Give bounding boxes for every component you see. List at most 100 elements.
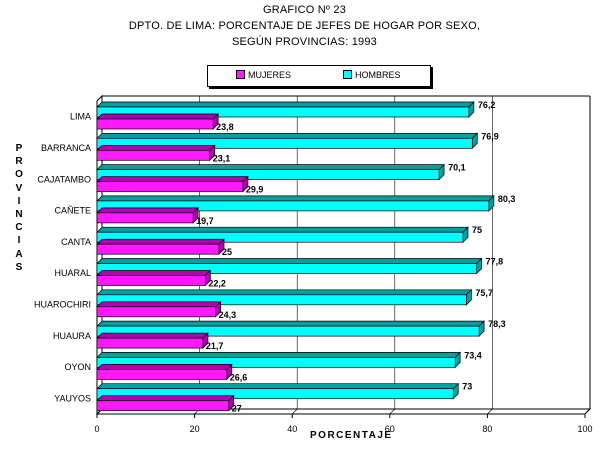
chart-title-line-2: DPTO. DE LIMA: PORCENTAJE DE JEFES DE HO… (128, 20, 481, 32)
x-tick-label: 60 (385, 424, 395, 434)
bar-mujeres-face (96, 400, 230, 412)
bar-mujeres-face (96, 306, 216, 318)
bar-mujeres-top (96, 270, 212, 276)
x-tick-label: 0 (94, 424, 99, 434)
data-label-hombres: 76,9 (481, 131, 499, 141)
data-label-mujeres: 23,1 (213, 153, 231, 163)
data-label-mujeres: 25 (222, 247, 232, 257)
bar-mujeres (96, 300, 222, 318)
y-axis-title-letter: S (15, 261, 23, 273)
category-label: HUAURA (53, 331, 91, 341)
legend-item-mujeres: MUJERES (236, 70, 291, 80)
bar-hombres (96, 101, 475, 118)
bar-mujeres-top (96, 207, 199, 214)
data-label-mujeres: 22,2 (208, 279, 226, 289)
category-label: OYON (64, 362, 91, 372)
legend: MUJERES HOMBRES (207, 65, 431, 87)
bar-hombres-top (96, 195, 495, 202)
category-label: HUAROCHIRI (34, 299, 91, 309)
legend-swatch-hombres (343, 70, 352, 80)
category-label: HUARAL (54, 268, 91, 278)
data-label-mujeres: 21,7 (206, 341, 224, 351)
bar-hombres (96, 351, 462, 369)
bar-hombres-top (96, 132, 479, 139)
bar-hombres-top (96, 289, 473, 296)
data-label-mujeres: 23,8 (216, 122, 234, 132)
bar-hombres (96, 320, 485, 337)
bar-hombres (96, 163, 445, 181)
bar-mujeres (96, 269, 212, 287)
data-label-hombres: 76,2 (478, 100, 496, 110)
bar-hombres-face (96, 200, 490, 212)
data-label-hombres: 77,8 (486, 257, 504, 267)
bar-mujeres-face (96, 275, 206, 286)
data-label-mujeres: 19,7 (196, 216, 214, 226)
bar-mujeres-top (96, 301, 222, 308)
data-label-hombres: 73,4 (464, 350, 482, 360)
data-label-hombres: 78,3 (488, 319, 506, 329)
data-label-mujeres: 26,6 (230, 372, 248, 382)
bar-hombres (96, 257, 483, 275)
bar-mujeres (96, 394, 235, 412)
y-axis-title-letter: N (15, 209, 23, 221)
bar-hombres-face (96, 169, 440, 180)
bar-hombres-top (96, 226, 469, 233)
gridline-floor (487, 408, 493, 415)
x-axis-title: PORCENTAJE (310, 430, 393, 441)
bar-mujeres (96, 238, 225, 256)
bar-hombres-top (96, 383, 460, 390)
bar-mujeres (96, 363, 233, 381)
bar-hombres-top (96, 101, 475, 108)
bar-hombres-top (96, 320, 485, 327)
gridline-floor (291, 408, 298, 415)
gridline-floor (389, 408, 396, 415)
bar-hombres (96, 195, 495, 212)
category-label: LIMA (70, 112, 91, 122)
bar-mujeres-top (96, 238, 225, 245)
bar-mujeres (96, 332, 209, 349)
bar-mujeres-face (96, 337, 204, 349)
bar-mujeres-top (96, 332, 209, 339)
x-tick-label: 20 (190, 424, 200, 434)
data-label-mujeres: 29,9 (246, 185, 264, 195)
bar-mujeres-face (96, 181, 244, 192)
data-label-hombres: 80,3 (498, 194, 516, 204)
legend-label-mujeres: MUJERES (248, 70, 292, 80)
bar-hombres (96, 132, 479, 150)
bar-mujeres (96, 175, 249, 193)
bar-mujeres-face (96, 212, 194, 224)
y-axis-title-letter: C (15, 222, 23, 234)
data-label-hombres: 75 (472, 225, 482, 235)
bar-mujeres-face (96, 243, 220, 255)
y-axis-title-letter: I (17, 195, 21, 207)
y-axis-title-letter: R (15, 156, 23, 168)
bar-hombres-top (96, 164, 445, 170)
bar-mujeres (96, 113, 219, 130)
bar-hombres-face (96, 294, 467, 306)
bar-mujeres (96, 207, 199, 224)
category-label: CAÑETE (54, 206, 91, 216)
bar-hombres-face (96, 106, 470, 118)
x-tick-label: 40 (287, 424, 297, 434)
chart-title-line-1: GRAFICO Nº 23 (262, 4, 347, 16)
y-axis-title-letter: A (15, 248, 23, 260)
data-label-mujeres: 24,3 (219, 310, 237, 320)
bar-mujeres-top (96, 144, 216, 151)
bar-mujeres-top (96, 176, 249, 182)
y-axis-title-letter: P (15, 143, 23, 154)
y-axis-title-letter: O (15, 169, 23, 181)
bar-hombres-face (96, 137, 473, 149)
gridline-floor (584, 408, 591, 415)
bar-mujeres-face (96, 369, 228, 380)
bar-hombres-face (96, 325, 480, 337)
bar-mujeres-face (96, 149, 211, 161)
bar-hombres (96, 226, 469, 244)
bar-hombres-top (96, 352, 462, 358)
category-label: CANTA (61, 237, 91, 247)
legend-swatch-mujeres (236, 70, 245, 80)
bar-hombres (96, 382, 460, 400)
legend-label-hombres: HOMBRES (355, 70, 401, 80)
bar-hombres-face (96, 357, 456, 368)
